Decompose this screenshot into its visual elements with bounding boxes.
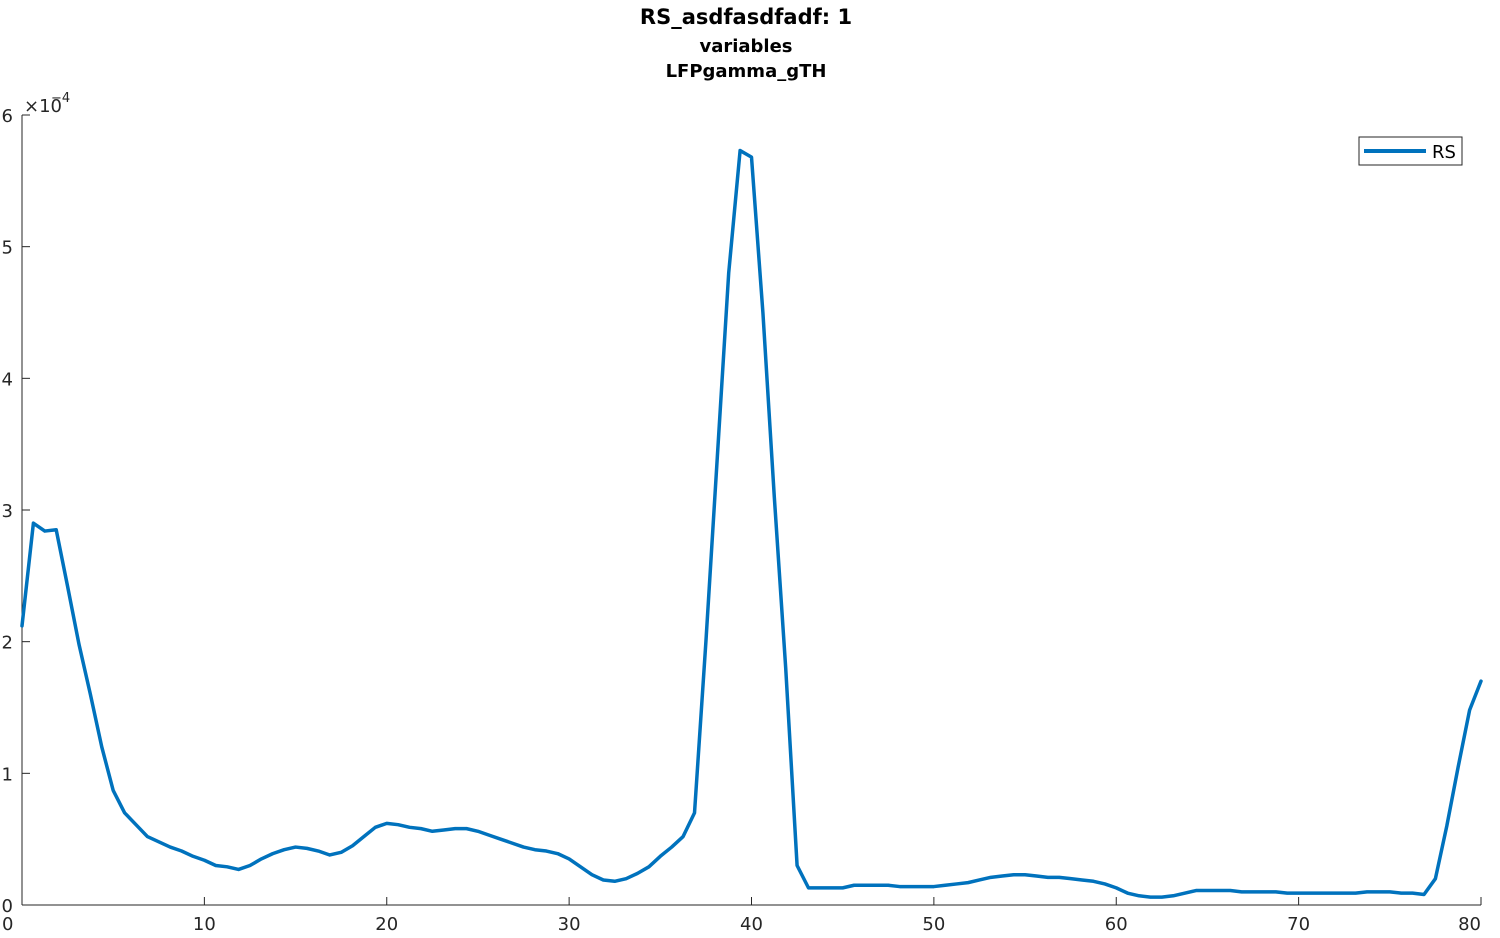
x-tick-label: 10 (193, 914, 216, 935)
x-tick-label: 40 (740, 914, 763, 935)
y-exponent-power: −4 (51, 91, 70, 106)
series-layer (20, 148, 1483, 899)
y-exponent-base: ×10 (24, 96, 62, 117)
y-axis-ticks: 0 1 2 3 4 5 6 (2, 106, 30, 917)
series-line-rs (20, 148, 1483, 899)
y-tick-label: 4 (2, 369, 13, 390)
x-tick-label: 60 (1105, 914, 1128, 935)
y-axis-exponent-label: ×10 −4 (24, 91, 70, 117)
chart-subtitle-line-2: LFPgamma_gTH (666, 61, 827, 82)
x-tick-label: 20 (375, 914, 398, 935)
chart-title: RS_asdfasdfadf: 1 (640, 5, 852, 29)
x-tick-label: 70 (1287, 914, 1310, 935)
x-tick-label: 0 (2, 914, 13, 935)
x-tick-label: 50 (922, 914, 945, 935)
legend: RS (1358, 136, 1463, 166)
y-tick-label: 0 (2, 896, 13, 917)
chart-subtitle-line-1: variables (699, 36, 792, 57)
y-tick-label: 6 (2, 106, 13, 127)
x-tick-label: 30 (558, 914, 581, 935)
y-tick-label: 5 (2, 238, 13, 259)
x-tick-label: 80 (1458, 914, 1481, 935)
y-tick-label: 1 (2, 764, 13, 785)
legend-label-rs: RS (1432, 142, 1456, 163)
y-tick-label: 3 (2, 501, 13, 522)
x-axis-ticks: 0 10 20 30 40 50 60 70 80 (2, 897, 1482, 935)
y-tick-label: 2 (2, 633, 13, 654)
